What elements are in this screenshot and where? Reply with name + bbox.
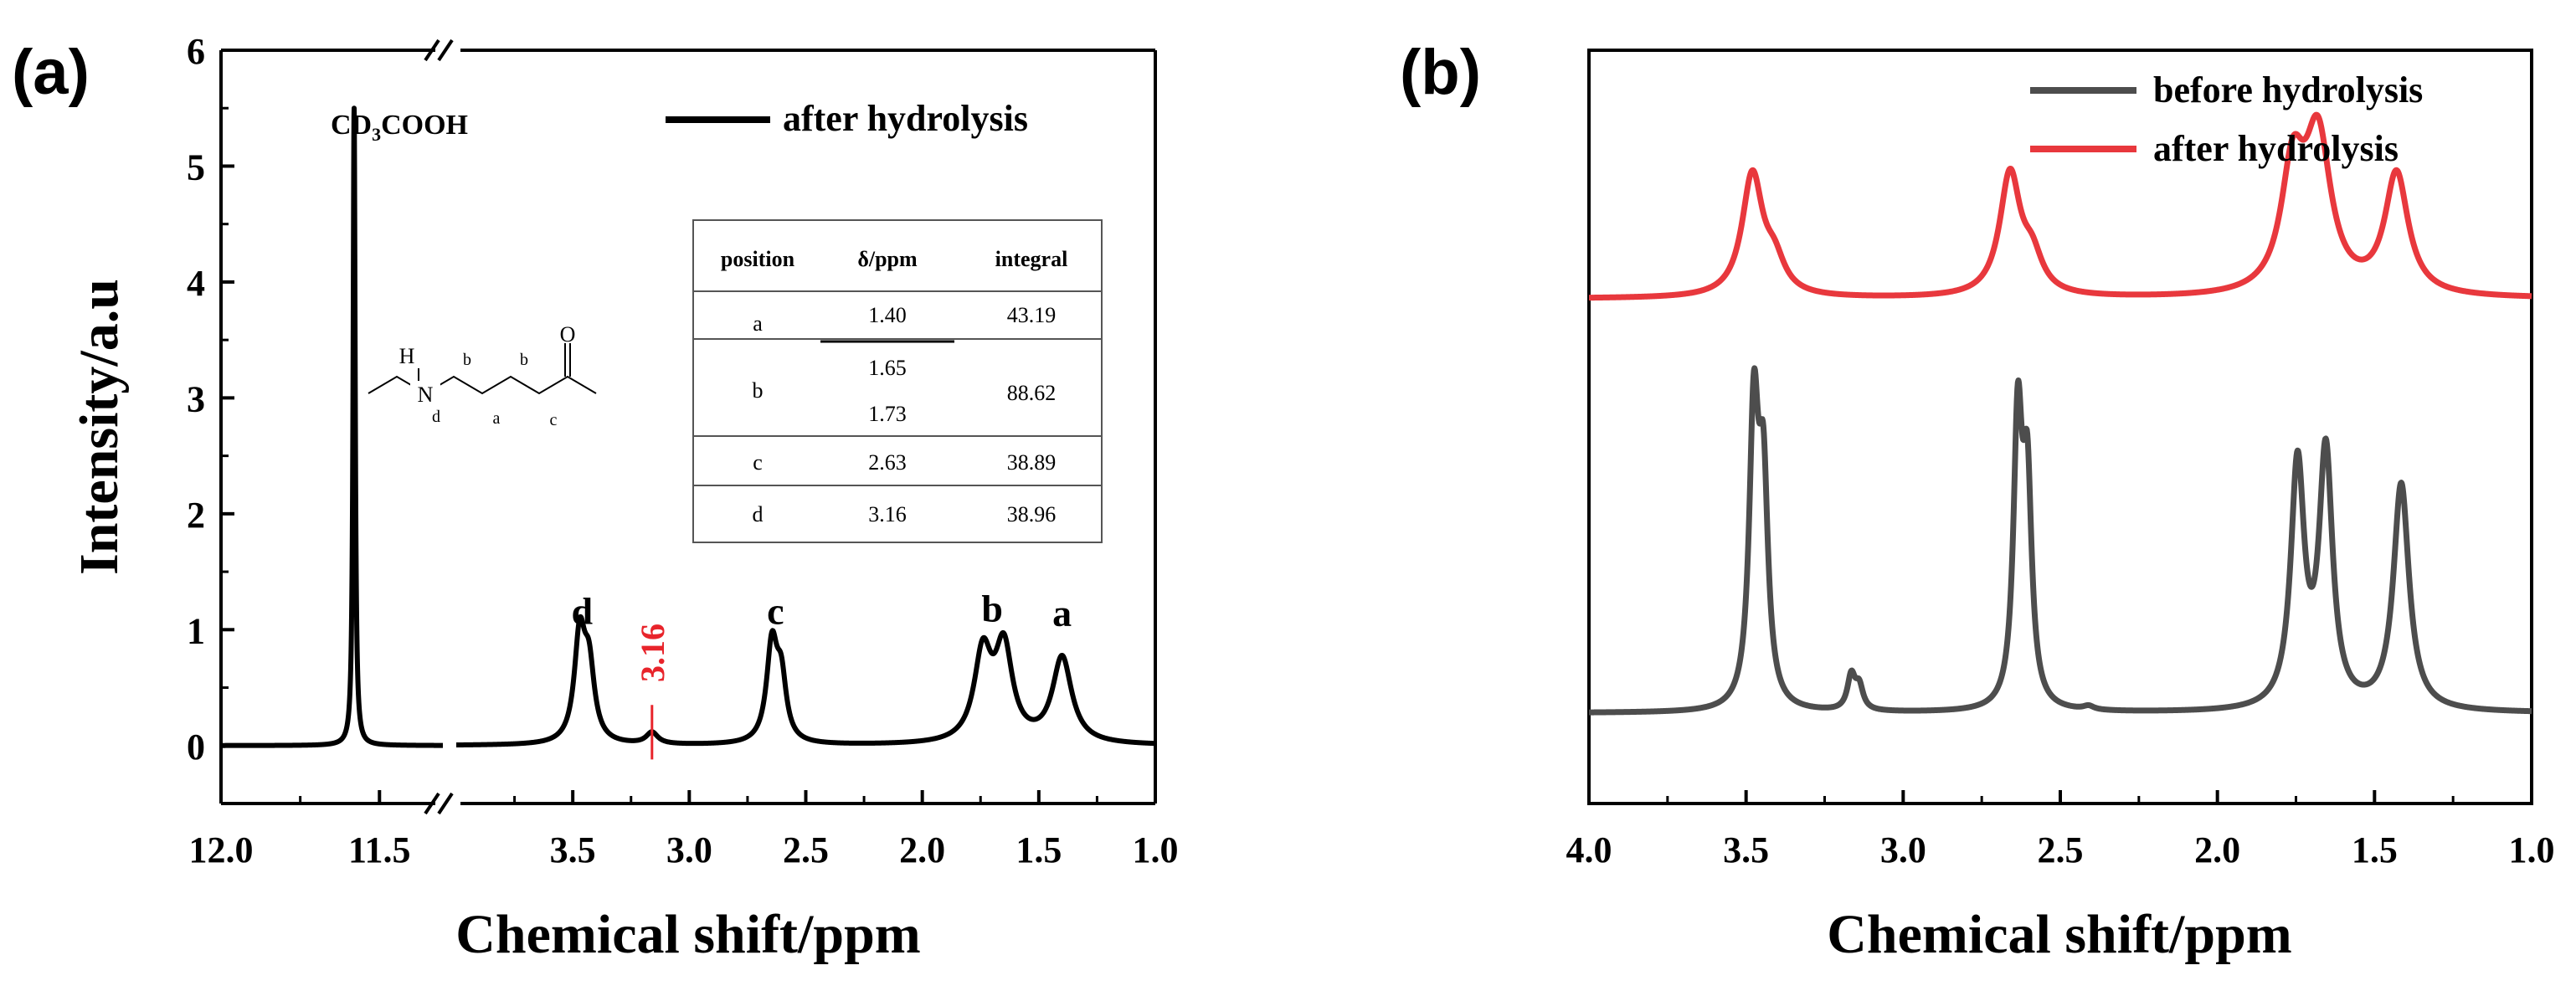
x-tick-label: 4.0 bbox=[1566, 829, 1612, 870]
panel-b-x-ticks: 4.0 3.5 3.0 2.5 2.0 1.5 1.0 bbox=[1566, 790, 2555, 870]
table-cell-shift: 3.16 bbox=[868, 502, 907, 526]
legend-label-after-hydrolysis: after hydrolysis bbox=[783, 98, 1028, 139]
table-header-position: position bbox=[721, 247, 795, 271]
legend-label-after-hydrolysis: after hydrolysis bbox=[2153, 128, 2399, 169]
structure-oxygen: O bbox=[560, 322, 576, 347]
x-tick-label: 2.5 bbox=[2038, 829, 2084, 870]
x-tick-label: 12.0 bbox=[189, 829, 254, 870]
structure-position-label: b bbox=[520, 351, 528, 369]
y-tick-label: 4 bbox=[187, 263, 205, 304]
table-header-integral: integral bbox=[995, 247, 1068, 271]
x-tick-label: 2.0 bbox=[899, 829, 945, 870]
peak-label: d bbox=[572, 589, 594, 632]
series-line-after-hydrolysis bbox=[454, 614, 1158, 748]
x-tick-label: 2.5 bbox=[783, 829, 829, 870]
table-cell-integral: 88.62 bbox=[1007, 381, 1057, 405]
panel-a-series bbox=[219, 105, 1158, 748]
table-cell-shift: 2.63 bbox=[868, 450, 907, 475]
panel-a-x-axis-title: Chemical shift/ppm bbox=[455, 904, 921, 965]
structure-position-label: a bbox=[493, 409, 501, 428]
panel-b-series bbox=[1586, 111, 2534, 716]
table-cell-position: c bbox=[753, 450, 763, 475]
y-tick-label: 2 bbox=[187, 495, 205, 536]
series-line-before-hydrolysis bbox=[1586, 365, 2534, 716]
peak-label: c bbox=[767, 589, 784, 632]
panel-a-y-axis-title: Intensity/a.u bbox=[69, 279, 130, 575]
table-cell-position: a bbox=[753, 311, 763, 336]
structure-hydrogen: H bbox=[399, 344, 415, 368]
panel-b: (b) 4.0 3.5 3.0 2.5 2.0 1.5 1.0 before hydroly… bbox=[1400, 37, 2555, 965]
highlight-peak-label: 3.16 bbox=[634, 624, 671, 682]
panel-b-label: (b) bbox=[1400, 37, 1481, 108]
panel-a-label: (a) bbox=[12, 37, 90, 108]
y-tick-label: 6 bbox=[187, 31, 205, 72]
x-tick-label: 3.5 bbox=[550, 829, 596, 870]
axis-break-marks bbox=[424, 39, 454, 815]
structure-nitrogen: N bbox=[418, 383, 434, 407]
panel-a-y-ticks: 0 1 2 3 4 5 6 bbox=[187, 31, 234, 805]
x-tick-label: 1.0 bbox=[1133, 829, 1179, 870]
y-tick-label: 0 bbox=[187, 727, 205, 768]
y-tick-label: 5 bbox=[187, 146, 205, 187]
x-tick-label: 11.5 bbox=[348, 829, 411, 870]
table-cell-shift: 1.73 bbox=[868, 402, 907, 426]
panel-a-x-ticks: 12.0 11.5 3.5 3.0 2.5 2.0 1.5 1.0 bbox=[189, 790, 1179, 870]
shift-integral-table: position δ/ppm integral a 1.40 43.19 b 1… bbox=[692, 219, 1103, 543]
x-tick-label: 2.0 bbox=[2194, 829, 2240, 870]
y-tick-label: 1 bbox=[187, 610, 205, 651]
table-cell-position: d bbox=[753, 502, 764, 526]
legend-label-before-hydrolysis: before hydrolysis bbox=[2153, 69, 2423, 110]
panel-b-x-axis-title: Chemical shift/ppm bbox=[1827, 904, 2292, 965]
panel-a: (a) 0 1 2 3 4 5 6 12.0 11.5 3.5 3.0 2.5 2.0 1.5 1.0 3… bbox=[12, 31, 1179, 965]
table-header-shift: δ/ppm bbox=[857, 247, 918, 271]
table-cell-shift: 1.65 bbox=[868, 356, 907, 380]
x-tick-label: 1.5 bbox=[1015, 829, 1062, 870]
structure-position-label: b bbox=[463, 351, 471, 369]
series-line-after-hydrolysis bbox=[219, 105, 445, 748]
table-cell-integral: 38.89 bbox=[1007, 450, 1057, 475]
structure-position-label: d bbox=[432, 408, 440, 426]
peak-label: b bbox=[981, 588, 1003, 630]
x-tick-label: 3.0 bbox=[666, 829, 712, 870]
structure-position-labels: b b d a c bbox=[432, 351, 558, 429]
peak-label: a bbox=[1052, 592, 1072, 634]
x-tick-label: 3.0 bbox=[1880, 829, 1926, 870]
panel-a-legend: after hydrolysis bbox=[666, 98, 1028, 139]
solvent-peak-label: CD3COOH bbox=[331, 110, 468, 145]
table-cell-integral: 43.19 bbox=[1007, 303, 1057, 327]
series-line-after-hydrolysis bbox=[1586, 111, 2534, 301]
x-tick-label: 1.5 bbox=[2352, 829, 2398, 870]
molecular-structure bbox=[368, 343, 597, 407]
table-border bbox=[692, 219, 1103, 543]
panel-b-legend: before hydrolysis after hydrolysis bbox=[2030, 69, 2423, 169]
table-body: a 1.40 43.19 b 1.65 1.73 88.62 c 2.63 38… bbox=[753, 303, 1057, 526]
structure-position-label: c bbox=[550, 411, 558, 429]
x-tick-label: 1.0 bbox=[2509, 829, 2555, 870]
table-cell-integral: 38.96 bbox=[1007, 502, 1057, 526]
x-tick-label: 3.5 bbox=[1723, 829, 1769, 870]
table-cell-shift: 1.40 bbox=[868, 303, 907, 327]
table-header: position δ/ppm integral bbox=[721, 247, 1067, 271]
structure-atoms: O N H bbox=[399, 322, 576, 407]
y-tick-label: 3 bbox=[187, 378, 205, 419]
table-cell-position: b bbox=[753, 378, 764, 403]
